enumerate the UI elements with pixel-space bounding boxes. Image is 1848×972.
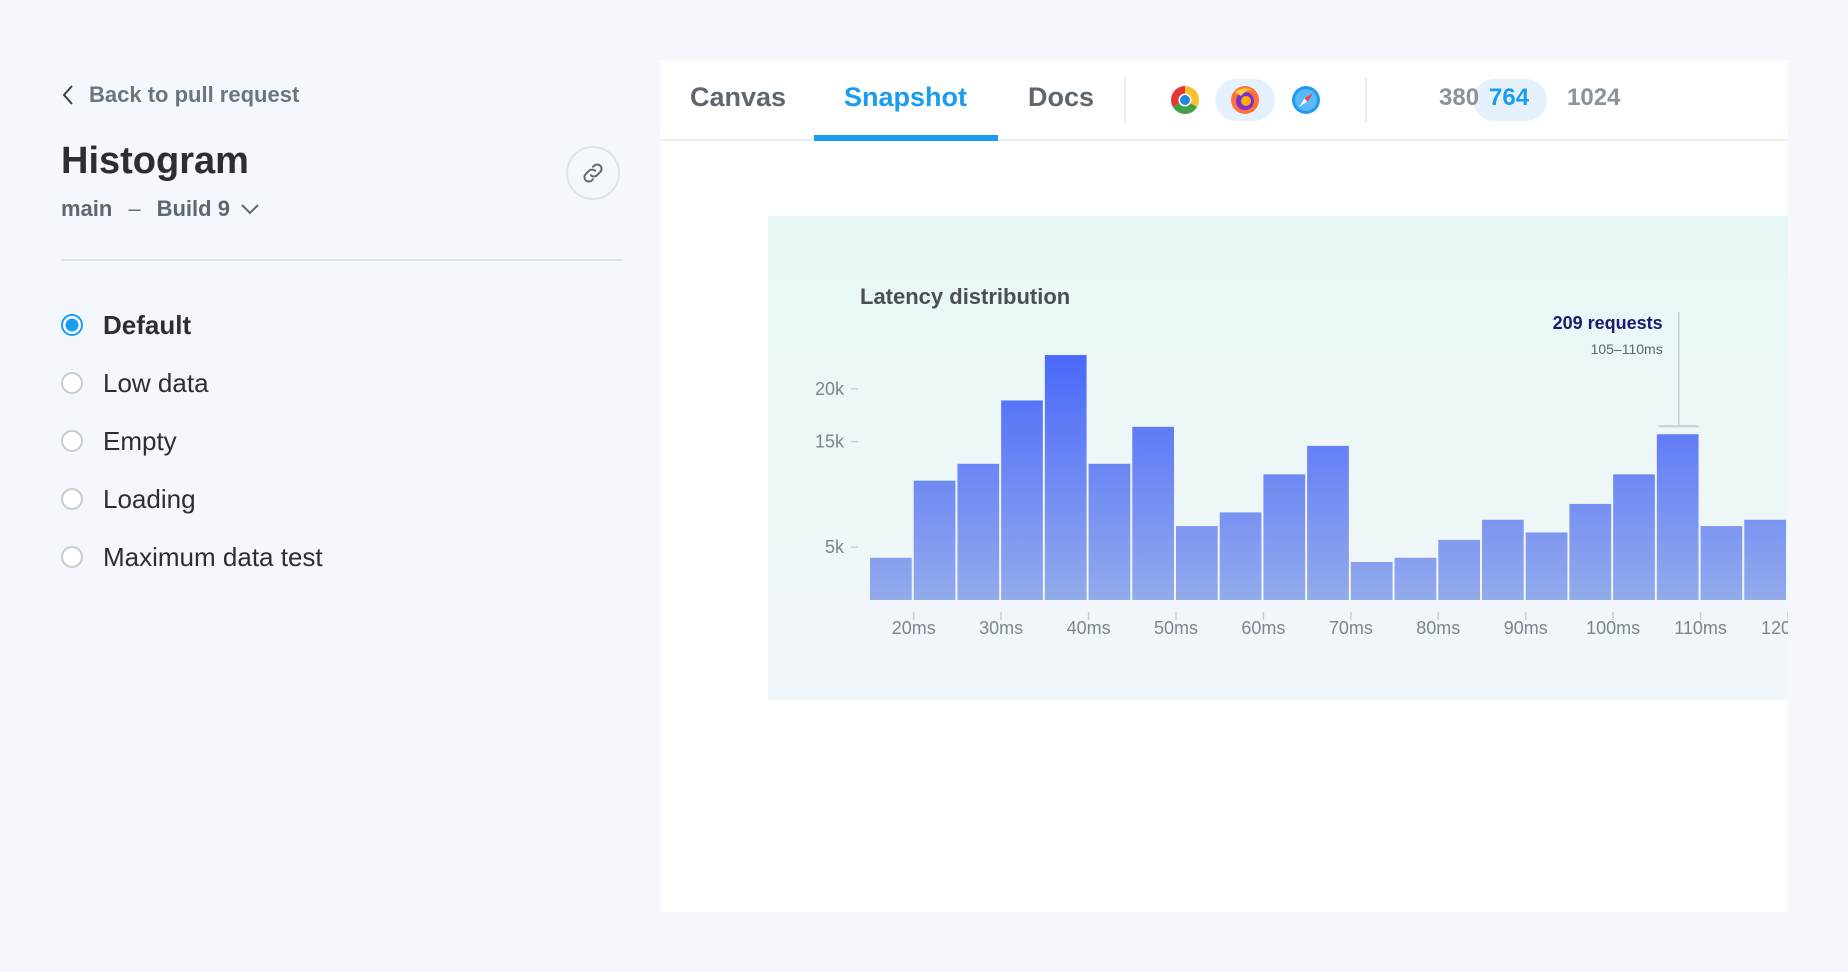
story-label: Loading [103, 483, 196, 514]
tab-docs[interactable]: Docs [1028, 82, 1095, 112]
story-option[interactable]: Default [61, 296, 323, 354]
tooltip-range: 105–110ms [1591, 341, 1663, 357]
histogram-bar[interactable] [1132, 426, 1174, 600]
chrome-icon[interactable] [1169, 84, 1201, 116]
preview-panel: Canvas Snapshot Docs 380 764 1024 [660, 60, 1788, 912]
build-label: Build 9 [156, 196, 230, 221]
radio-button[interactable] [61, 314, 83, 336]
histogram-bar[interactable] [1307, 445, 1349, 600]
x-tick-label: 110ms [1674, 618, 1727, 638]
histogram-bar[interactable] [1263, 474, 1306, 600]
story-list: Default Low data Empty Loading Maximum data … [61, 296, 323, 586]
branch-name: main [61, 196, 113, 221]
selected-width-highlight [1473, 79, 1547, 121]
back-label: Back to pull request [89, 82, 300, 107]
histogram-bar[interactable] [1700, 526, 1743, 600]
histogram-bar[interactable] [1350, 561, 1393, 600]
histogram-bar[interactable] [1525, 532, 1568, 600]
chevron-down-icon [241, 204, 259, 215]
tab-snapshot[interactable]: Snapshot [844, 82, 968, 112]
histogram-bar[interactable] [870, 557, 912, 600]
y-tick-label: 15k [815, 432, 845, 452]
story-option[interactable]: Empty [61, 412, 323, 470]
histogram-bar[interactable] [1001, 400, 1043, 600]
x-tick-label: 30ms [979, 618, 1023, 638]
active-tab-indicator [814, 135, 998, 141]
separator: – [128, 196, 141, 221]
radio-button[interactable] [61, 488, 83, 510]
histogram-bar[interactable] [1744, 519, 1786, 600]
histogram-bar[interactable] [1044, 355, 1087, 600]
story-option[interactable]: Low data [61, 354, 323, 412]
histogram-bar[interactable] [1569, 503, 1612, 600]
x-tick-label: 50ms [1154, 618, 1198, 638]
story-option[interactable]: Maximum data test [61, 528, 323, 586]
histogram-chart: Latency distribution 20k 15k 5k 20ms 30ms 40m… [815, 284, 1788, 638]
histogram-bar[interactable] [1613, 474, 1655, 600]
story-label: Maximum data test [103, 541, 323, 572]
toolbar-divider [1124, 77, 1126, 123]
tooltip-count: 209 requests [1553, 313, 1663, 333]
histogram-bar[interactable] [1656, 434, 1699, 600]
x-tick-label: 20ms [892, 618, 936, 638]
story-label: Empty [103, 425, 177, 456]
story-label: Low data [103, 367, 209, 398]
histogram-bar[interactable] [1482, 519, 1524, 600]
firefox-icon[interactable] [1229, 84, 1261, 116]
histogram-bar[interactable] [1088, 463, 1131, 600]
radio-button[interactable] [61, 372, 83, 394]
x-tick-label: 100ms [1586, 618, 1640, 638]
radio-button[interactable] [61, 430, 83, 452]
component-title: Histogram [61, 140, 249, 182]
y-tick-label: 5k [825, 537, 845, 557]
histogram-bar[interactable] [957, 463, 1000, 600]
y-tick-label: 20k [815, 379, 845, 399]
copy-link-button[interactable] [566, 146, 620, 200]
back-to-pull-request-link[interactable]: Back to pull request [61, 82, 299, 108]
link-icon [583, 163, 603, 183]
x-tick-label: 40ms [1067, 618, 1111, 638]
histogram-bar[interactable] [913, 480, 956, 600]
radio-button[interactable] [61, 546, 83, 568]
x-tick-label: 80ms [1416, 618, 1460, 638]
preview-toolbar: Canvas Snapshot Docs 380 764 1024 [660, 60, 1788, 141]
chevron-left-icon [62, 85, 73, 105]
histogram-bar[interactable] [1176, 526, 1218, 600]
width-1024[interactable]: 1024 [1567, 84, 1621, 111]
chart-title: Latency distribution [860, 284, 1070, 309]
histogram-bar[interactable] [1438, 539, 1480, 600]
tab-canvas[interactable]: Canvas [690, 82, 787, 112]
histogram-bar[interactable] [1394, 557, 1437, 600]
build-selector[interactable]: main – Build 9 [61, 196, 260, 222]
width-764[interactable]: 764 [1489, 84, 1530, 111]
snapshot-preview: Latency distribution 20k 15k 5k 20ms 30ms 40m… [768, 216, 1788, 700]
histogram-bar[interactable] [1219, 512, 1262, 600]
x-tick-label: 120ms [1761, 618, 1788, 638]
safari-icon[interactable] [1290, 84, 1322, 116]
sidebar-divider [61, 259, 622, 261]
x-tick-label: 60ms [1241, 618, 1285, 638]
x-tick-label: 70ms [1329, 618, 1373, 638]
story-label: Default [103, 309, 192, 340]
toolbar-divider [1365, 77, 1367, 123]
x-tick-label: 90ms [1504, 618, 1548, 638]
width-380[interactable]: 380 [1439, 84, 1480, 111]
story-option[interactable]: Loading [61, 470, 323, 528]
